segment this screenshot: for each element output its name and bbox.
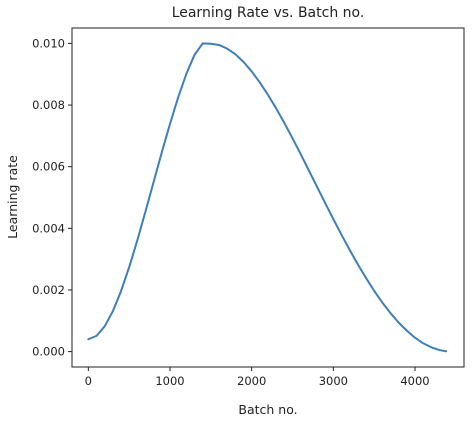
series-line-0 [87,42,448,353]
x-tick-label: 3000 [319,374,348,388]
y-axis-label: Learning rate [5,155,20,239]
x-tick-label: 0 [85,374,92,388]
series-layer [87,42,448,353]
y-axis: 0.000 0.002 0.004 0.006 0.008 0.010 [32,36,72,359]
y-tick-label: 0.008 [32,98,65,112]
chart-title: Learning Rate vs. Batch no. [172,5,365,21]
y-tick-label: 0.004 [32,221,65,235]
x-tick-label: 1000 [155,374,184,388]
x-tick-label: 2000 [237,374,266,388]
y-tick-label: 0.000 [32,345,65,359]
y-tick-label: 0.006 [32,160,65,174]
y-tick-label: 0.002 [32,283,65,297]
y-tick-label: 0.010 [32,36,65,50]
x-tick-label: 4000 [400,374,429,388]
plot-frame [71,27,465,368]
x-axis: 0 1000 2000 3000 4000 [85,367,430,388]
x-axis-label: Batch no. [238,402,297,417]
